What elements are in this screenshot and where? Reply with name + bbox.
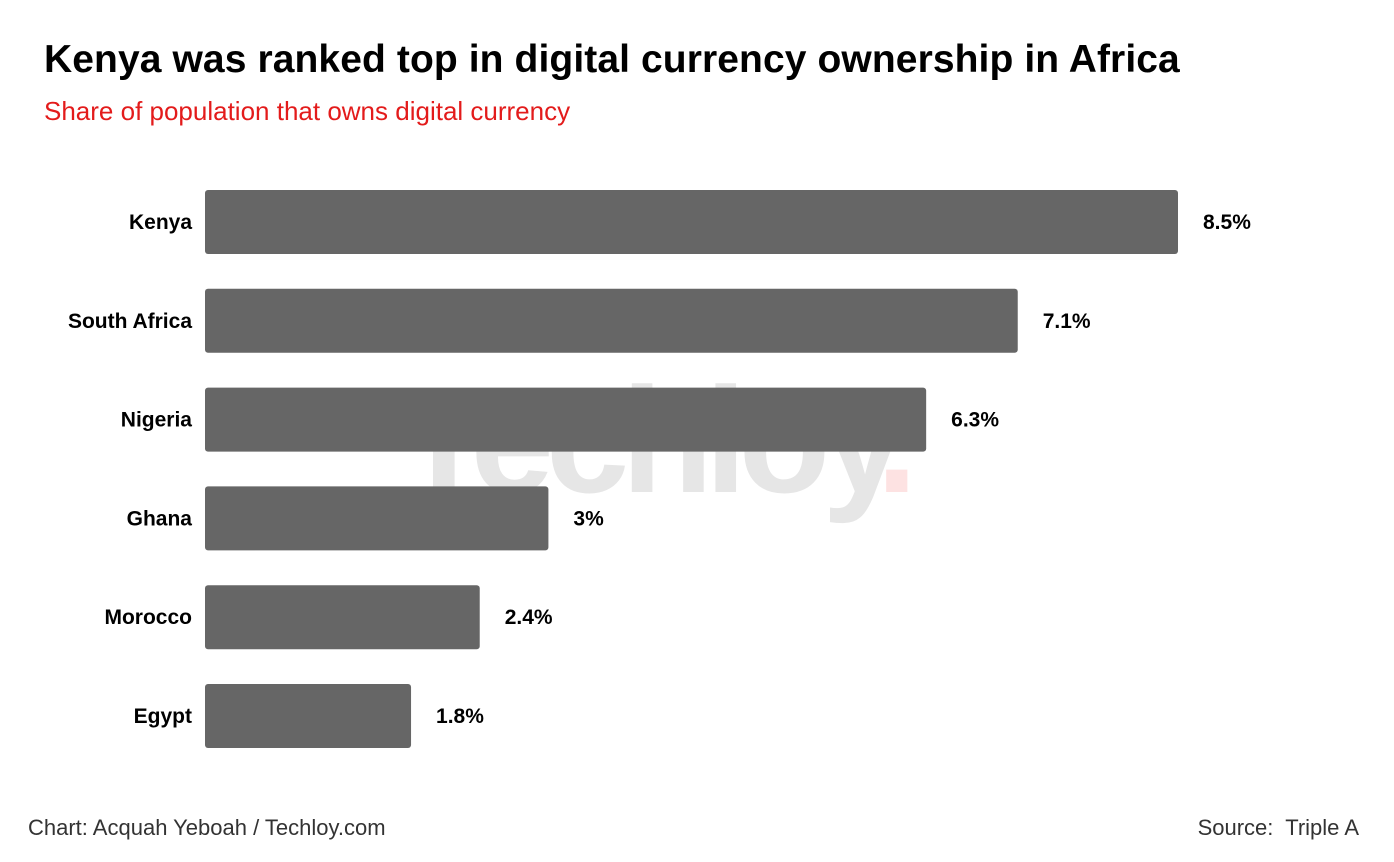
category-label: South Africa xyxy=(68,310,192,333)
value-label: 1.8% xyxy=(436,705,484,728)
category-label: Nigeria xyxy=(121,409,193,432)
category-label: Egypt xyxy=(134,705,192,728)
value-label: 3% xyxy=(573,507,604,530)
value-label: 7.1% xyxy=(1043,310,1091,333)
category-label: Kenya xyxy=(129,211,192,234)
chart-subtitle: Share of population that owns digital cu… xyxy=(44,96,571,126)
bar-nigeria xyxy=(205,387,927,452)
bar-morocco xyxy=(205,585,480,650)
bar-egypt xyxy=(205,684,412,748)
chart-title: Kenya was ranked top in digital currency… xyxy=(44,38,1180,81)
chart-credit: Chart: Acquah Yeboah / Techloy.com xyxy=(28,815,386,840)
category-label: Morocco xyxy=(104,606,192,629)
value-label: 6.3% xyxy=(951,409,999,432)
category-label: Ghana xyxy=(127,507,193,530)
bar-south-africa xyxy=(205,288,1018,353)
bar-ghana xyxy=(205,486,549,551)
bar-kenya xyxy=(205,190,1178,254)
value-label: 8.5% xyxy=(1203,211,1251,234)
chart-source: Source: Triple A xyxy=(1197,815,1359,840)
value-label: 2.4% xyxy=(505,606,553,629)
